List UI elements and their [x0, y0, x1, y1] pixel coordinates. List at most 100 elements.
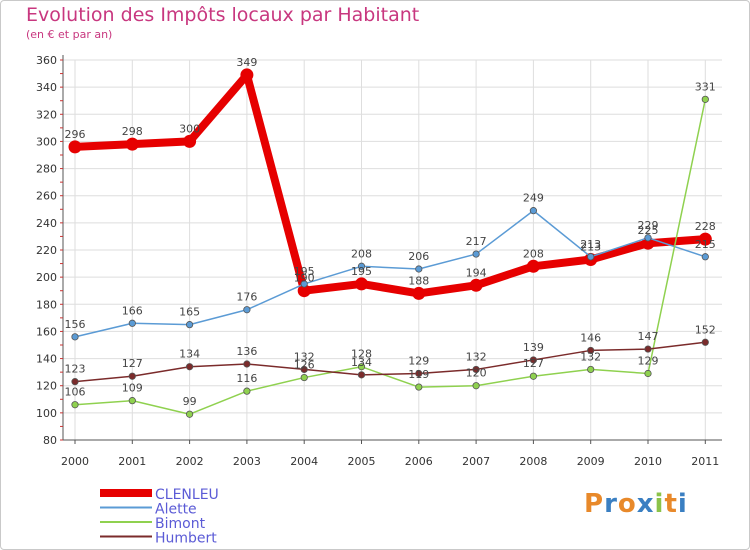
data-label-clenleu: 228: [695, 220, 716, 233]
data-point-humbert: [701, 338, 709, 346]
data-label-clenleu: 190: [294, 272, 315, 285]
data-label-alette: 249: [523, 192, 544, 205]
data-point-humbert: [472, 365, 480, 374]
data-point-humbert: [644, 345, 652, 353]
data-point-alette: [243, 306, 251, 314]
legend-label-bimont: Bimont: [155, 516, 206, 532]
data-point-clenleu: [641, 236, 655, 250]
data-label-humbert: 152: [695, 323, 716, 336]
data-label-alette: 213: [580, 238, 601, 251]
data-label-clenleu: 208: [523, 247, 544, 260]
data-label-clenleu: 195: [351, 265, 372, 278]
data-point-clenleu: [469, 278, 483, 292]
data-label-bimont: 116: [236, 372, 257, 385]
data-point-clenleu: [355, 277, 368, 291]
data-point-bimont: [357, 363, 366, 371]
data-label-bimont: 129: [638, 355, 659, 368]
data-label-alette: 217: [466, 235, 487, 248]
data-label-clenleu: 194: [466, 266, 487, 279]
data-label-humbert: 147: [638, 330, 659, 343]
data-point-alette: [128, 319, 136, 327]
data-point-humbert: [587, 346, 595, 355]
data-label-clenleu: 225: [638, 224, 659, 237]
data-point-humbert: [243, 360, 251, 368]
data-label-bimont: 331: [695, 80, 716, 93]
data-point-clenleu: [297, 284, 311, 298]
data-label-alette: 166: [122, 304, 143, 317]
data-label-humbert: 123: [65, 363, 86, 376]
data-label-alette: 215: [695, 238, 716, 251]
data-point-humbert: [128, 372, 136, 380]
logo-letter: x: [636, 489, 655, 519]
series-line-alette: [74, 209, 707, 338]
legend-label-humbert: Humbert: [155, 531, 217, 547]
data-point-alette: [71, 333, 79, 341]
data-label-bimont: 99: [183, 395, 197, 408]
logo-letter: o: [617, 489, 637, 519]
data-point-humbert: [529, 356, 538, 364]
y-tick-label: 220: [36, 244, 57, 257]
data-point-alette: [587, 253, 595, 261]
data-point-alette: [357, 262, 366, 270]
data-label-bimont: 106: [65, 386, 86, 399]
y-tick-label: 240: [36, 217, 57, 230]
data-point-bimont: [587, 365, 595, 374]
data-point-bimont: [186, 410, 194, 418]
data-label-clenleu: 349: [236, 56, 257, 69]
data-label-clenleu: 296: [65, 128, 86, 141]
x-tick-label: 2002: [176, 455, 204, 468]
x-tick-label: 2000: [61, 455, 89, 468]
y-tick-label: 200: [36, 271, 57, 284]
data-point-bimont: [472, 382, 480, 390]
data-point-alette: [701, 253, 709, 261]
x-tick-label: 2005: [348, 455, 376, 468]
logo-letter: P: [584, 489, 605, 519]
data-label-clenleu: 213: [580, 241, 601, 254]
data-point-alette: [644, 234, 652, 242]
data-point-alette: [415, 265, 423, 273]
data-label-alette: 165: [179, 306, 200, 319]
data-label-clenleu: 188: [408, 274, 429, 287]
legend-label-clenleu: CLENLEU: [155, 487, 219, 503]
data-point-humbert: [186, 363, 194, 371]
data-label-bimont: 127: [523, 357, 544, 370]
data-point-bimont: [300, 373, 308, 382]
data-point-humbert: [300, 365, 308, 374]
data-point-humbert: [71, 378, 79, 386]
x-tick-label: 2004: [290, 455, 318, 468]
data-point-clenleu: [68, 140, 82, 154]
y-tick-label: 360: [36, 54, 57, 67]
data-label-humbert: 129: [408, 355, 429, 368]
logo-letter: i: [654, 489, 665, 519]
data-point-clenleu: [240, 68, 254, 82]
proxiti-logo: Proxiti: [584, 489, 688, 519]
x-tick-label: 2006: [405, 455, 433, 468]
y-tick-label: 280: [36, 163, 57, 176]
data-label-alette: 176: [236, 291, 257, 304]
data-point-clenleu: [183, 134, 197, 148]
series-line-bimont: [74, 98, 707, 415]
y-tick-label: 260: [36, 190, 57, 203]
data-point-bimont: [701, 95, 709, 103]
series-line-clenleu: [71, 70, 710, 298]
x-tick-label: 2009: [577, 455, 605, 468]
data-label-bimont: 109: [122, 382, 143, 395]
chart-subtitle: (en € et par an): [26, 28, 113, 41]
data-point-clenleu: [125, 137, 139, 151]
y-tick-label: 140: [36, 353, 57, 366]
data-point-clenleu: [698, 232, 712, 246]
logo-letter: r: [604, 489, 618, 519]
x-tick-label: 2008: [519, 455, 547, 468]
data-point-humbert: [357, 371, 366, 379]
data-label-bimont: 119: [408, 368, 429, 381]
y-tick-label: 340: [36, 81, 57, 94]
data-label-clenleu: 300: [179, 122, 200, 135]
data-point-bimont: [243, 387, 251, 395]
data-point-clenleu: [412, 286, 426, 300]
data-label-humbert: 127: [122, 357, 143, 370]
data-label-alette: 156: [65, 318, 86, 331]
data-label-alette: 229: [638, 219, 659, 232]
y-tick-label: 180: [36, 298, 57, 311]
x-tick-label: 2011: [691, 455, 719, 468]
